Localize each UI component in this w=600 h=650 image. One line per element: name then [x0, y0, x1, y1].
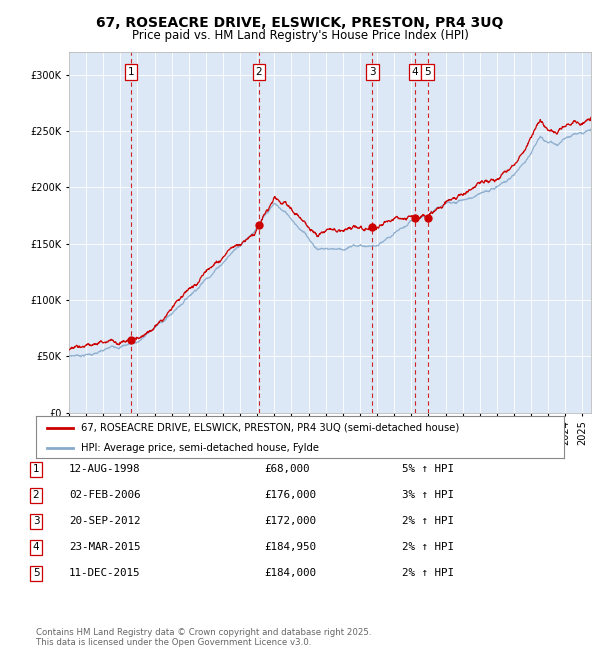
Text: 67, ROSEACRE DRIVE, ELSWICK, PRESTON, PR4 3UQ (semi-detached house): 67, ROSEACRE DRIVE, ELSWICK, PRESTON, PR… — [81, 423, 459, 433]
Text: 4: 4 — [412, 68, 418, 77]
Text: 2: 2 — [32, 490, 40, 501]
Text: 5: 5 — [424, 68, 431, 77]
Text: £68,000: £68,000 — [264, 464, 310, 474]
Text: 5: 5 — [32, 568, 40, 578]
Text: 67, ROSEACRE DRIVE, ELSWICK, PRESTON, PR4 3UQ: 67, ROSEACRE DRIVE, ELSWICK, PRESTON, PR… — [97, 16, 503, 31]
Text: 1: 1 — [128, 68, 134, 77]
Text: £184,000: £184,000 — [264, 568, 316, 578]
Text: 02-FEB-2006: 02-FEB-2006 — [69, 490, 140, 501]
Text: 11-DEC-2015: 11-DEC-2015 — [69, 568, 140, 578]
Text: 2% ↑ HPI: 2% ↑ HPI — [402, 516, 454, 526]
Text: £172,000: £172,000 — [264, 516, 316, 526]
Text: 2% ↑ HPI: 2% ↑ HPI — [402, 542, 454, 552]
Text: 2% ↑ HPI: 2% ↑ HPI — [402, 568, 454, 578]
Text: 12-AUG-1998: 12-AUG-1998 — [69, 464, 140, 474]
Text: £176,000: £176,000 — [264, 490, 316, 501]
Text: HPI: Average price, semi-detached house, Fylde: HPI: Average price, semi-detached house,… — [81, 443, 319, 452]
Text: 2: 2 — [256, 68, 262, 77]
Text: 3: 3 — [32, 516, 40, 526]
Text: 23-MAR-2015: 23-MAR-2015 — [69, 542, 140, 552]
Text: 4: 4 — [32, 542, 40, 552]
Text: 5% ↑ HPI: 5% ↑ HPI — [402, 464, 454, 474]
Text: 20-SEP-2012: 20-SEP-2012 — [69, 516, 140, 526]
Text: Contains HM Land Registry data © Crown copyright and database right 2025.
This d: Contains HM Land Registry data © Crown c… — [36, 628, 371, 647]
Text: 1: 1 — [32, 464, 40, 474]
Text: 3: 3 — [369, 68, 376, 77]
Text: £184,950: £184,950 — [264, 542, 316, 552]
Text: 3% ↑ HPI: 3% ↑ HPI — [402, 490, 454, 501]
Text: Price paid vs. HM Land Registry's House Price Index (HPI): Price paid vs. HM Land Registry's House … — [131, 29, 469, 42]
